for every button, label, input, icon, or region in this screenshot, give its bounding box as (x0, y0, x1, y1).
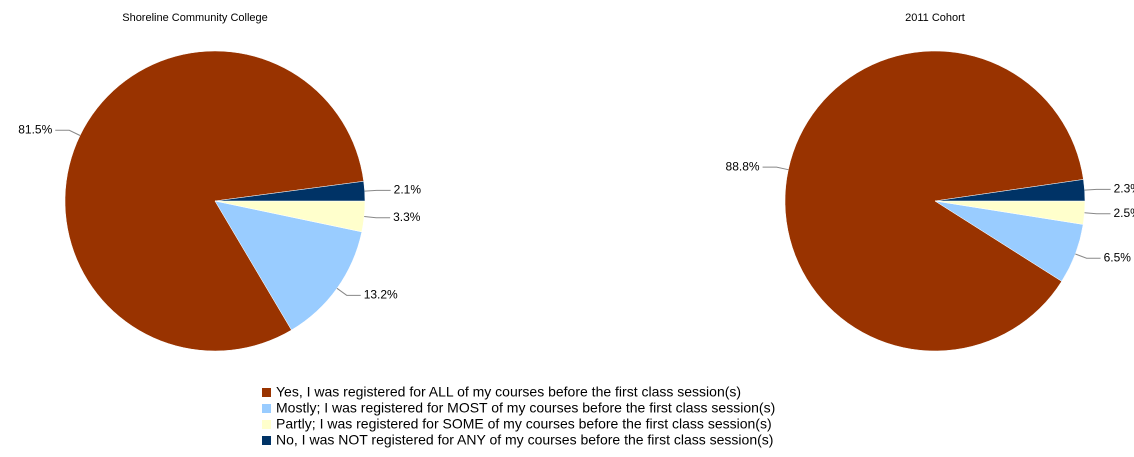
legend-swatch (262, 388, 271, 397)
data-label: 2.5% (1114, 206, 1134, 220)
leader-line (364, 189, 391, 192)
legend-label: Partly; I was registered for SOME of my … (276, 416, 772, 432)
legend-label: Yes, I was registered for ALL of my cour… (276, 384, 741, 400)
data-label: 81.5% (18, 122, 52, 136)
leader-line (364, 216, 391, 219)
legend-label: Mostly; I was registered for MOST of my … (276, 400, 775, 416)
pie-slice (214, 200, 363, 331)
legend-swatch (262, 436, 271, 445)
legend-label: No, I was NOT registered for ANY of my c… (276, 432, 773, 448)
data-label: 13.2% (364, 287, 398, 301)
leader-line (1084, 188, 1111, 191)
data-label: 2.3% (1114, 181, 1134, 195)
data-label: 88.8% (726, 159, 760, 173)
leader-line (1075, 253, 1101, 259)
data-label: 2.1% (394, 183, 422, 197)
leader-line (55, 129, 81, 136)
data-label: 3.3% (393, 210, 421, 224)
leader-line (336, 287, 361, 296)
data-label: 6.5% (1104, 250, 1132, 264)
legend-swatch (262, 420, 271, 429)
leader-line (762, 166, 789, 171)
leader-line (1084, 212, 1111, 215)
chart-title: Shoreline Community College (122, 12, 268, 24)
pie-slice (64, 50, 364, 352)
legend-swatch (262, 404, 271, 413)
chart-title: 2011 Cohort (905, 12, 965, 24)
